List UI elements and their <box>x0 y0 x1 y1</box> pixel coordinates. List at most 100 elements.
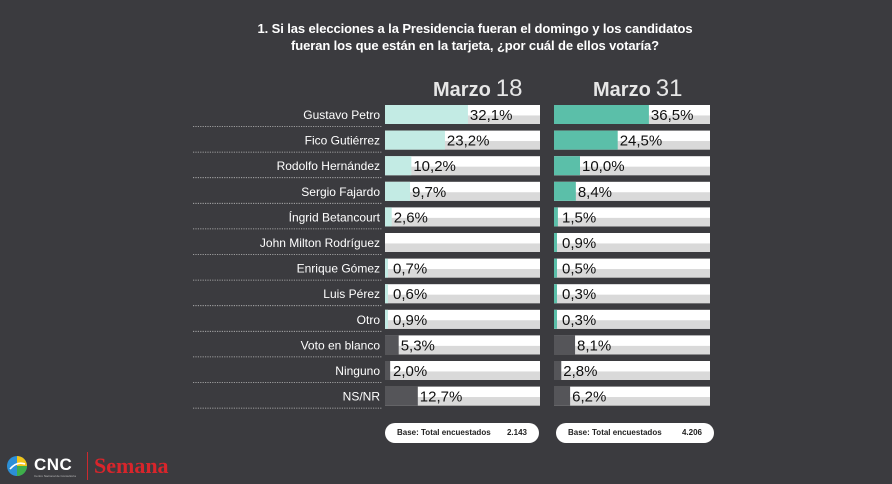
bar-track-shade <box>385 141 540 150</box>
data-label: 10,0% <box>582 158 625 175</box>
bar-track-shade <box>385 371 540 380</box>
category-label: Gustavo Petro <box>303 108 380 122</box>
bar <box>554 309 557 329</box>
base-value: 4.206 <box>681 428 702 437</box>
bar <box>385 156 412 176</box>
category-label: Enrique Gómez <box>297 262 380 276</box>
data-label: 8,4% <box>578 184 612 201</box>
data-label: 0,3% <box>562 286 596 303</box>
bar <box>385 386 418 406</box>
column-header-day: 18 <box>495 75 523 102</box>
chart-title-line-2: fueran los que están en la tarjeta, ¿por… <box>291 38 659 53</box>
logo-divider <box>87 452 88 480</box>
category-label: Otro <box>357 313 381 327</box>
category-label: John Milton Rodríguez <box>260 236 380 250</box>
bar <box>554 156 580 176</box>
data-label: 32,1% <box>470 107 513 124</box>
bar-track-shade <box>385 243 540 252</box>
data-label: 23,2% <box>447 133 490 150</box>
bar-track-shade <box>554 320 710 329</box>
category-label: Luis Pérez <box>323 287 380 301</box>
bar-track-shade <box>554 371 710 380</box>
column-header-march-18: Marzo 18 <box>433 76 523 103</box>
data-label: 2,0% <box>393 363 427 380</box>
category-label: Ninguno <box>335 364 380 378</box>
column-header-month: Marzo <box>593 79 651 101</box>
bar <box>385 258 388 278</box>
bar <box>385 361 391 380</box>
bar-track-shade <box>554 166 710 176</box>
category-label: Rodolfo Hernández <box>277 159 380 173</box>
column-header-day: 31 <box>655 75 683 102</box>
column-header-month: Marzo <box>433 79 491 101</box>
data-label: 0,7% <box>393 261 427 278</box>
data-label: 0,9% <box>562 235 596 252</box>
category-label: Sergio Fajardo <box>301 185 380 199</box>
category-label: Íngrid Betancourt <box>289 209 381 224</box>
bar-track-shade <box>385 294 540 304</box>
data-label: 1,5% <box>562 209 596 226</box>
data-label: 0,9% <box>393 312 427 329</box>
category-label: Fico Gutiérrez <box>305 134 380 148</box>
data-label: 0,6% <box>393 286 427 303</box>
bar <box>385 105 468 124</box>
data-label: 12,7% <box>420 389 463 406</box>
data-label: 8,1% <box>577 337 611 354</box>
bar-track-shade <box>385 320 540 329</box>
bar-track-shade <box>554 217 710 227</box>
bar <box>554 207 558 227</box>
bar-track-shade <box>385 269 540 278</box>
bar <box>554 258 557 278</box>
data-label: 10,2% <box>413 158 456 175</box>
bar <box>554 335 576 355</box>
data-label: 36,5% <box>651 107 694 124</box>
category-label: NS/NR <box>343 390 381 404</box>
bar <box>554 233 557 252</box>
bar <box>554 181 576 201</box>
bar-track-shade <box>554 269 710 278</box>
chart-title: 1. Si las elecciones a la Presidencia fu… <box>160 20 790 54</box>
bar-track-shade <box>385 345 540 355</box>
data-label: 5,3% <box>401 337 435 354</box>
bar-track-shade <box>554 345 710 355</box>
bar <box>385 284 388 304</box>
bar <box>554 130 618 150</box>
bar-track-shade <box>554 192 710 201</box>
data-label: 2,8% <box>563 363 597 380</box>
base-label: Base: Total encuestados <box>568 428 662 437</box>
semana-logo: Semana <box>94 453 169 478</box>
base-label: Base: Total encuestados <box>397 428 491 437</box>
column-header-march-31: Marzo 31 <box>593 76 683 103</box>
bar-track-shade <box>385 166 540 176</box>
bar <box>385 309 388 329</box>
bar <box>554 361 562 380</box>
base-value: 2.143 <box>506 428 527 437</box>
base-badge-march-18: Base: Total encuestados 2.143 <box>385 423 539 443</box>
data-label: 0,3% <box>562 312 596 329</box>
category-label: Voto en blanco <box>301 338 381 352</box>
data-label: 24,5% <box>620 133 663 150</box>
bar <box>385 130 445 150</box>
bar-track-shade <box>554 243 710 252</box>
bar <box>554 284 557 304</box>
data-label: 2,6% <box>394 209 428 226</box>
bar-track-shade <box>385 397 540 406</box>
cnc-globe-icon <box>7 456 27 476</box>
bar <box>385 181 411 201</box>
bar-track-shade <box>554 294 710 304</box>
bar-track-shade <box>554 397 710 406</box>
cnc-subtitle: Centro Nacional de Consultoría <box>34 474 76 478</box>
bar <box>554 386 571 406</box>
bar <box>385 207 392 227</box>
bar-track-shade <box>385 217 540 227</box>
bar <box>385 335 399 355</box>
cnc-wordmark: CNC <box>34 455 73 474</box>
chart-title-line-1: 1. Si las elecciones a la Presidencia fu… <box>257 21 693 36</box>
bar <box>554 105 649 124</box>
data-label: 0,5% <box>562 261 596 278</box>
bar-track-shade <box>554 141 710 150</box>
bar-track-shade <box>385 192 540 201</box>
base-badge-march-31: Base: Total encuestados 4.206 <box>556 423 714 443</box>
data-label: 6,2% <box>572 389 606 406</box>
